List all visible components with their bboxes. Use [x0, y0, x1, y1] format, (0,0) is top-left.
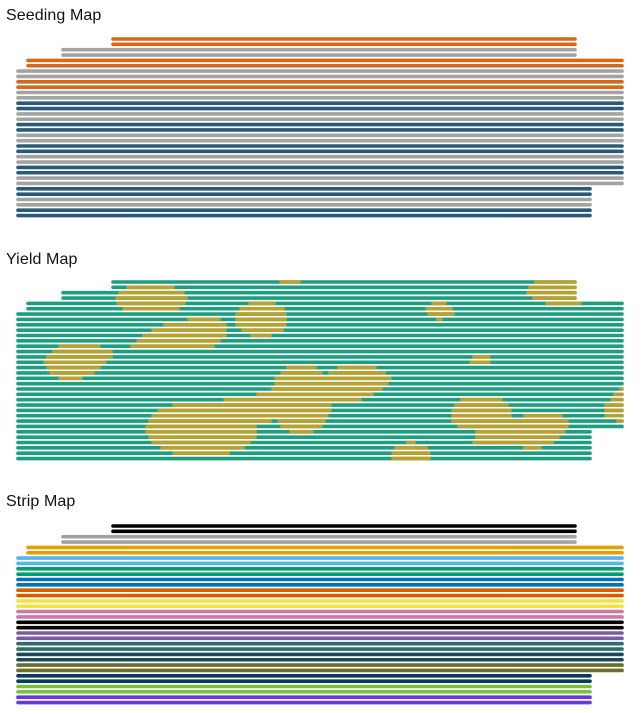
strip-map-title: Strip Map	[6, 493, 76, 510]
strip-map-panel: Strip Map	[0, 486, 641, 714]
strip-map	[16, 524, 624, 705]
seeding-map-title: Seeding Map	[6, 7, 102, 24]
yield-map-panel: Yield Map	[0, 244, 641, 474]
yield-map	[16, 280, 624, 461]
yield-map-title: Yield Map	[6, 251, 78, 268]
seeding-map-panel: Seeding Map	[0, 0, 641, 228]
seeding-map	[16, 37, 624, 218]
